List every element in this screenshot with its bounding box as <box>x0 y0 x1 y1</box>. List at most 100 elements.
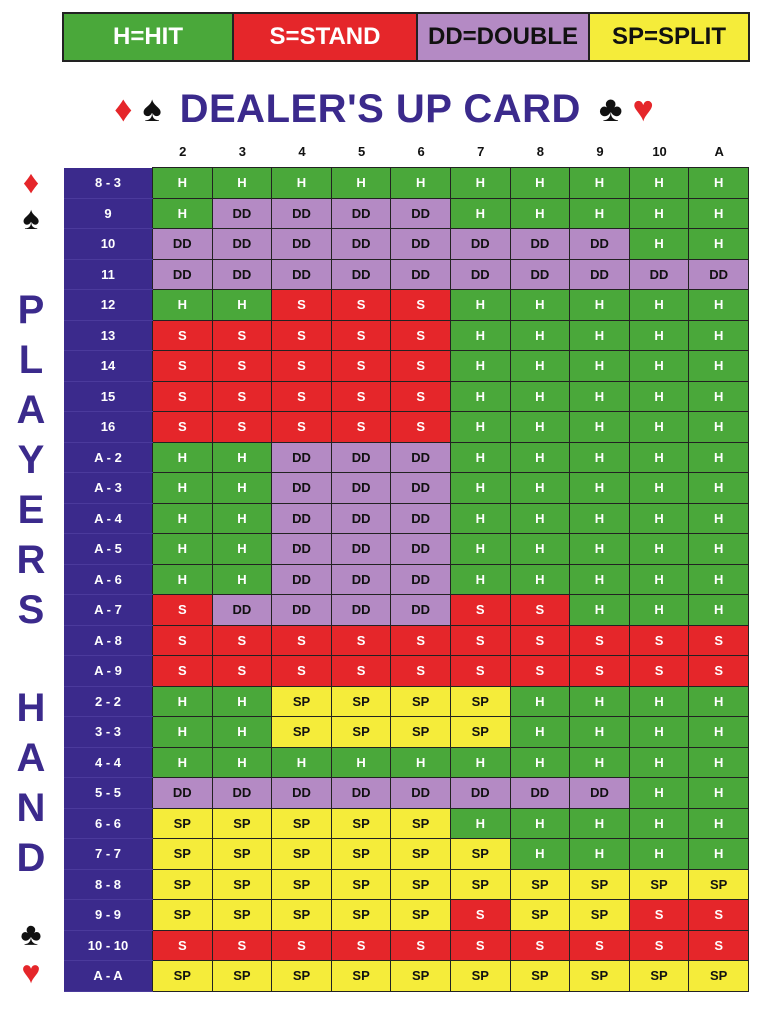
action-cell: DD <box>449 777 511 809</box>
action-cell: H <box>628 777 690 809</box>
action-cell: SP <box>569 960 630 992</box>
action-cell: DD <box>271 533 332 565</box>
action-cell: DD <box>509 777 571 809</box>
action-cell: S <box>569 929 630 961</box>
action-cell: S <box>628 899 690 931</box>
action-cell: H <box>152 716 213 748</box>
action-cell: H <box>509 685 571 717</box>
action-cell: SP <box>390 868 451 900</box>
player-hand-label: 11 <box>64 259 153 290</box>
action-cell: DD <box>390 197 451 229</box>
table-row: 2 - 2 H H SP SP SP SP H H H H <box>64 685 749 717</box>
action-cell: DD <box>271 502 332 534</box>
action-cell: H <box>152 502 213 534</box>
action-cell: H <box>271 746 332 778</box>
action-cell: S <box>330 929 392 961</box>
action-cell: H <box>688 838 749 870</box>
action-cell: H <box>152 533 213 565</box>
table-row: 8 - 8 SP SP SP SP SP SP SP SP SP SP <box>64 868 749 900</box>
table-row: A - A SP SP SP SP SP SP SP SP SP SP <box>64 960 749 992</box>
player-hand-label: 5 - 5 <box>64 777 153 809</box>
action-cell: S <box>449 594 511 626</box>
action-cell: SP <box>152 838 213 870</box>
action-cell: S <box>390 380 451 412</box>
club-icon: ♣ <box>598 88 623 129</box>
action-cell: SP <box>509 960 571 992</box>
player-hand-label: 10 <box>64 228 153 260</box>
action-cell: DD <box>390 258 451 290</box>
table-row: A - 5 H H DD DD DD H H H H H <box>64 533 749 565</box>
player-hand-label: A - 2 <box>64 442 153 473</box>
player-hand-label: 6 - 6 <box>64 808 153 839</box>
player-hand-label: A - 8 <box>64 625 153 656</box>
action-cell: H <box>569 807 630 839</box>
table-row: 16 S S S S S H H H H H <box>64 411 749 443</box>
action-cell: S <box>330 319 392 351</box>
dealer-card-label: A <box>714 144 724 159</box>
action-cell: H <box>628 441 690 473</box>
action-cell: H <box>449 807 511 839</box>
action-cell: H <box>449 563 511 595</box>
action-cell: H <box>688 716 749 748</box>
player-hand-label: 4 - 4 <box>64 747 153 778</box>
action-cell: H <box>211 746 273 778</box>
action-cell: SP <box>330 899 392 931</box>
action-cell: S <box>152 624 213 656</box>
action-cell: S <box>628 929 690 961</box>
action-cell: H <box>569 502 630 534</box>
action-cell: S <box>390 319 451 351</box>
action-cell: S <box>509 594 571 626</box>
player-hand-label: A - 7 <box>64 594 153 626</box>
player-hand-label: 14 <box>64 350 153 382</box>
action-cell: DD <box>569 258 630 290</box>
action-cell: SP <box>211 899 273 931</box>
action-cell: S <box>271 350 332 382</box>
action-cell: H <box>449 197 511 229</box>
action-cell: H <box>628 289 690 321</box>
action-cell: H <box>211 472 273 504</box>
action-cell: S <box>390 350 451 382</box>
action-cell: SP <box>330 838 392 870</box>
action-cell: SP <box>211 838 273 870</box>
action-cell: H <box>449 289 511 321</box>
action-cell: S <box>330 289 392 321</box>
action-cell: DD <box>390 563 451 595</box>
action-cell: H <box>449 350 511 382</box>
action-cell: H <box>688 746 749 778</box>
action-cell: H <box>688 411 749 443</box>
table-row: 5 - 5 DD DD DD DD DD DD DD DD H H <box>64 777 749 809</box>
table-row: 10 DD DD DD DD DD DD DD DD H H <box>64 228 749 260</box>
action-cell: S <box>390 411 451 443</box>
dealer-up-card-title: ♦ ♠ DEALER'S UP CARD ♣ ♥ <box>0 84 768 134</box>
action-cell: H <box>211 289 273 321</box>
action-cell: S <box>271 319 332 351</box>
action-cell: H <box>330 167 392 199</box>
table-row: A - 2 H H DD DD DD H H H H H <box>64 441 749 473</box>
action-cell: DD <box>390 472 451 504</box>
action-cell: DD <box>152 258 213 290</box>
diamond-icon: ♦ <box>22 164 40 200</box>
action-cell: DD <box>271 594 332 626</box>
action-cell: S <box>152 380 213 412</box>
action-cell: DD <box>271 258 332 290</box>
action-cell: SP <box>509 899 571 931</box>
action-cell: H <box>628 746 690 778</box>
action-cell: H <box>688 441 749 473</box>
action-cell: DD <box>628 258 690 290</box>
action-cell: H <box>509 411 571 443</box>
action-cell: S <box>569 655 630 687</box>
action-cell: S <box>330 350 392 382</box>
action-cell: H <box>152 441 213 473</box>
player-hand-label: 7 - 7 <box>64 838 153 870</box>
action-cell: DD <box>688 258 749 290</box>
action-cell: DD <box>330 777 392 809</box>
action-cell: S <box>509 929 571 961</box>
legend: H=HIT S=STAND DD=DOUBLE SP=SPLIT <box>62 12 750 62</box>
action-cell: H <box>688 563 749 595</box>
table-row: 10 - 10 S S S S S S S S S S <box>64 929 749 961</box>
action-cell: H <box>569 685 630 717</box>
player-hand-label: A - 5 <box>64 533 153 565</box>
